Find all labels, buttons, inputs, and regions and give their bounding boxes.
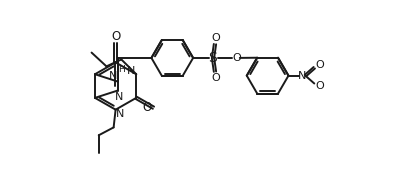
Text: N: N xyxy=(115,109,124,119)
Text: N: N xyxy=(109,71,117,81)
Text: S: S xyxy=(209,51,217,65)
Text: H: H xyxy=(118,65,125,74)
Text: O: O xyxy=(111,30,120,43)
Text: O: O xyxy=(212,33,220,43)
Text: O: O xyxy=(142,101,151,114)
Text: O: O xyxy=(212,73,220,83)
Text: N: N xyxy=(298,71,307,81)
Text: N: N xyxy=(127,66,136,76)
Text: O: O xyxy=(315,82,323,91)
Text: O: O xyxy=(315,60,323,70)
Text: O: O xyxy=(233,53,241,63)
Text: N: N xyxy=(114,92,123,103)
